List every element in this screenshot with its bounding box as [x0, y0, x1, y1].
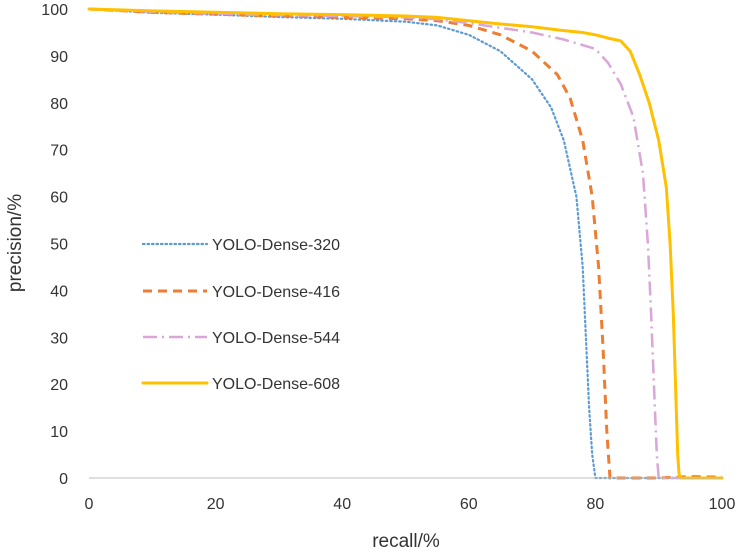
y-tick-label: 100	[41, 2, 68, 19]
y-tick-label: 80	[50, 96, 68, 113]
legend-label: YOLO-Dense-544	[212, 330, 340, 347]
y-tick-label: 50	[50, 237, 68, 254]
x-tick-label: 0	[85, 496, 94, 513]
y-tick-label: 90	[50, 49, 68, 66]
x-tick-label: 40	[333, 496, 351, 513]
y-tick-label: 60	[50, 190, 68, 207]
y-axis-title: precision/%	[5, 194, 26, 292]
x-tick-label: 60	[460, 496, 478, 513]
x-tick-label: 80	[587, 496, 605, 513]
y-tick-label: 10	[50, 424, 68, 441]
x-tick-label: 20	[207, 496, 225, 513]
series-line-yolo-dense-544	[88, 7, 722, 480]
legend-label: YOLO-Dense-416	[212, 284, 340, 301]
y-tick-label: 70	[50, 143, 68, 160]
legend-label: YOLO-Dense-608	[212, 376, 340, 393]
y-tick-label: 40	[50, 283, 68, 300]
y-tick-label: 0	[59, 471, 68, 488]
y-tick-label: 20	[50, 377, 68, 394]
series-line-yolo-dense-608	[87, 7, 724, 480]
y-tick-label: 30	[50, 330, 68, 347]
series-line-yolo-dense-320	[87, 7, 724, 480]
x-axis-title: recall/%	[372, 531, 440, 552]
y-axis-ticks: 0 10 20 30 40 50 60 70 80 90 100	[41, 2, 68, 488]
legend-label: YOLO-Dense-320	[212, 237, 340, 254]
legend: YOLO-Dense-320 YOLO-Dense-416 YOLO-Dense-5…	[141, 237, 340, 393]
x-tick-label: 100	[709, 496, 736, 513]
x-axis-ticks: 0 20 40 60 80 100	[85, 496, 736, 513]
